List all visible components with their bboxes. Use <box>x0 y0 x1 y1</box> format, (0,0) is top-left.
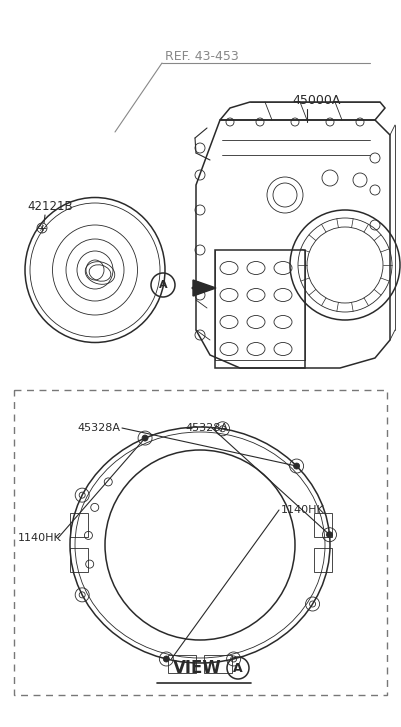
Text: 45328A: 45328A <box>185 423 228 433</box>
Polygon shape <box>193 280 216 296</box>
Circle shape <box>294 463 300 469</box>
Text: 1140HK: 1140HK <box>281 505 325 515</box>
Text: 45000A: 45000A <box>292 94 340 106</box>
Text: REF. 43-453: REF. 43-453 <box>165 50 239 63</box>
Bar <box>70 513 88 537</box>
Circle shape <box>142 435 148 441</box>
Bar <box>314 513 332 537</box>
Bar <box>314 548 332 572</box>
Text: A: A <box>233 662 243 675</box>
Text: 42121B: 42121B <box>27 201 73 214</box>
Bar <box>168 655 196 673</box>
Bar <box>70 548 88 572</box>
Text: 1140HK: 1140HK <box>18 533 62 543</box>
Text: A: A <box>159 280 167 290</box>
Text: 45328A: 45328A <box>77 423 120 433</box>
Circle shape <box>163 656 169 662</box>
Bar <box>215 250 305 368</box>
Bar <box>14 390 387 695</box>
Circle shape <box>326 531 332 538</box>
Bar <box>204 655 232 673</box>
Text: VIEW: VIEW <box>172 659 221 677</box>
